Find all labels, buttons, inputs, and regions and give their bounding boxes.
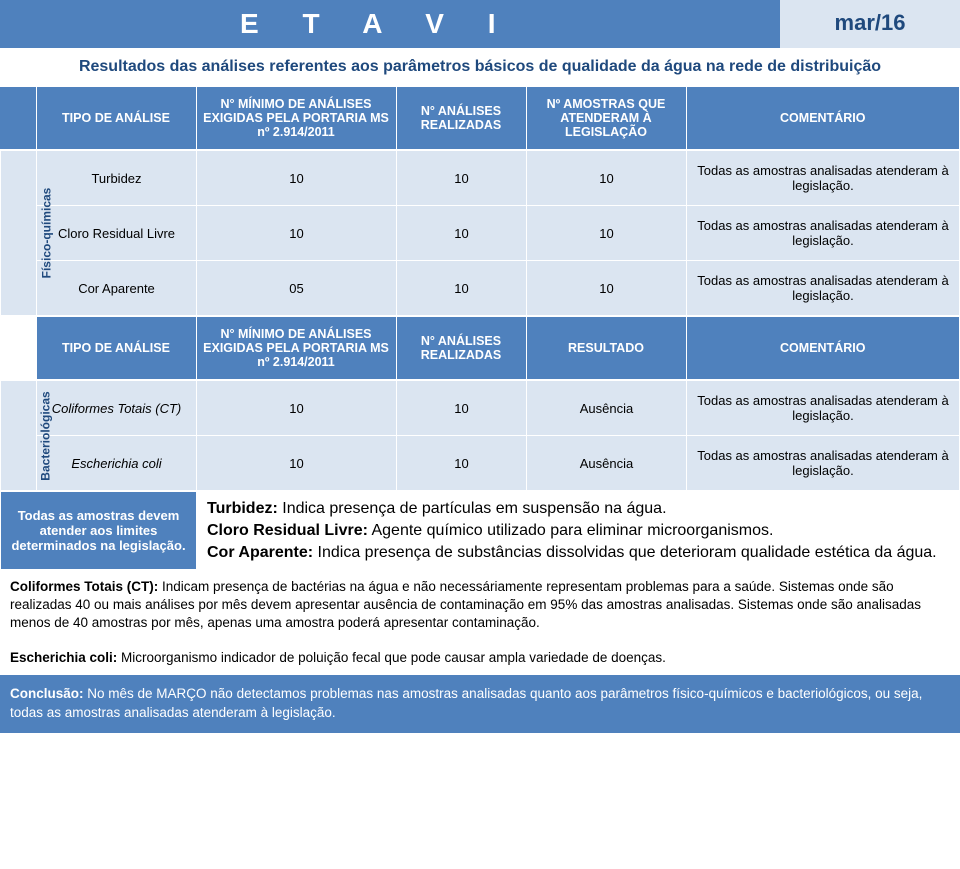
col-tipo-2: TIPO DE ANÁLISE — [36, 317, 196, 380]
def-text: Agente químico utilizado para eliminar m… — [368, 522, 774, 539]
table-row: Escherichia coli 10 10 Ausência Todas as… — [1, 436, 960, 491]
min-value: 10 — [197, 381, 397, 436]
para-text: Microorganismo indicador de poluição fec… — [117, 650, 666, 665]
conclusion-label: Conclusão: — [10, 686, 84, 701]
bac-table: Bacteriológicas Coliformes Totais (CT) 1… — [0, 380, 960, 491]
col-minimo: N° MÍNIMO DE ANÁLISES EXIGIDAS PELA PORT… — [196, 87, 396, 150]
col-tipo: TIPO DE ANÁLISE — [36, 87, 196, 150]
table-row: Bacteriológicas Coliformes Totais (CT) 1… — [1, 381, 960, 436]
note-box: Todas as amostras devem atender aos limi… — [1, 492, 197, 570]
report-date: mar/16 — [780, 0, 960, 48]
col-comentario: COMENTÁRIO — [686, 87, 960, 150]
col-amostras: Nº AMOSTRAS QUE ATENDERAM À LEGISLAÇÃO — [526, 87, 686, 150]
real-value: 10 — [397, 151, 527, 206]
param-name: Turbidez — [37, 151, 197, 206]
title-bar: E T A V I mar/16 — [0, 0, 960, 48]
para-label: Coliformes Totais (CT): — [10, 579, 158, 594]
col-minimo-2: N° MÍNIMO DE ANÁLISES EXIGIDAS PELA PORT… — [196, 317, 396, 380]
para-ecoli: Escherichia coli: Microorganismo indicad… — [0, 641, 960, 675]
fq-header-table: TIPO DE ANÁLISE N° MÍNIMO DE ANÁLISES EX… — [0, 86, 960, 150]
table-row: Cloro Residual Livre 10 10 10 Todas as a… — [1, 206, 960, 261]
aten-value: 10 — [527, 261, 687, 316]
def-label: Cor Aparente: — [207, 544, 313, 561]
comment: Todas as amostras analisadas atenderam à… — [687, 206, 960, 261]
param-name: Cor Aparente — [37, 261, 197, 316]
comment: Todas as amostras analisadas atenderam à… — [687, 261, 960, 316]
min-value: 10 — [197, 436, 397, 491]
comment: Todas as amostras analisadas atenderam à… — [687, 151, 960, 206]
report-subtitle: Resultados das análises referentes aos p… — [0, 48, 960, 86]
def-label: Turbidez: — [207, 500, 278, 517]
bac-header-table: TIPO DE ANÁLISE N° MÍNIMO DE ANÁLISES EX… — [0, 316, 960, 380]
aten-value: 10 — [527, 206, 687, 261]
sidebar-bac: Bacteriológicas — [1, 381, 37, 491]
conclusion: Conclusão: No mês de MARÇO não detectamo… — [0, 675, 960, 733]
conclusion-text: No mês de MARÇO não detectamos problemas… — [10, 686, 922, 720]
def-label: Cloro Residual Livre: — [207, 522, 368, 539]
col-resultado: RESULTADO — [526, 317, 686, 380]
definitions-table: Todas as amostras devem atender aos limi… — [0, 491, 960, 570]
para-coliformes: Coliformes Totais (CT): Indicam presença… — [0, 570, 960, 641]
para-label: Escherichia coli: — [10, 650, 117, 665]
col-realizadas-2: N° ANÁLISES REALIZADAS — [396, 317, 526, 380]
min-value: 10 — [197, 151, 397, 206]
report-page: E T A V I mar/16 Resultados das análises… — [0, 0, 960, 733]
real-value: 10 — [397, 261, 527, 316]
table-row: Cor Aparente 05 10 10 Todas as amostras … — [1, 261, 960, 316]
aten-value: 10 — [527, 151, 687, 206]
real-value: 10 — [397, 206, 527, 261]
col-comentario-2: COMENTÁRIO — [686, 317, 960, 380]
comment: Todas as amostras analisadas atenderam à… — [687, 436, 960, 491]
res-value: Ausência — [527, 381, 687, 436]
param-name: Cloro Residual Livre — [37, 206, 197, 261]
def-text: Indica presença de partículas em suspens… — [278, 500, 667, 517]
min-value: 10 — [197, 206, 397, 261]
def-text: Indica presença de substâncias dissolvid… — [313, 544, 937, 561]
comment: Todas as amostras analisadas atenderam à… — [687, 381, 960, 436]
real-value: 10 — [397, 381, 527, 436]
col-realizadas: N° ANÁLISES REALIZADAS — [396, 87, 526, 150]
sidebar-fq: Físico-químicas — [1, 151, 37, 316]
param-name: Coliformes Totais (CT) — [37, 381, 197, 436]
table-row: Físico-químicas Turbidez 10 10 10 Todas … — [1, 151, 960, 206]
report-title: E T A V I — [0, 0, 780, 48]
fq-table: Físico-químicas Turbidez 10 10 10 Todas … — [0, 150, 960, 316]
res-value: Ausência — [527, 436, 687, 491]
min-value: 05 — [197, 261, 397, 316]
param-name: Escherichia coli — [37, 436, 197, 491]
real-value: 10 — [397, 436, 527, 491]
